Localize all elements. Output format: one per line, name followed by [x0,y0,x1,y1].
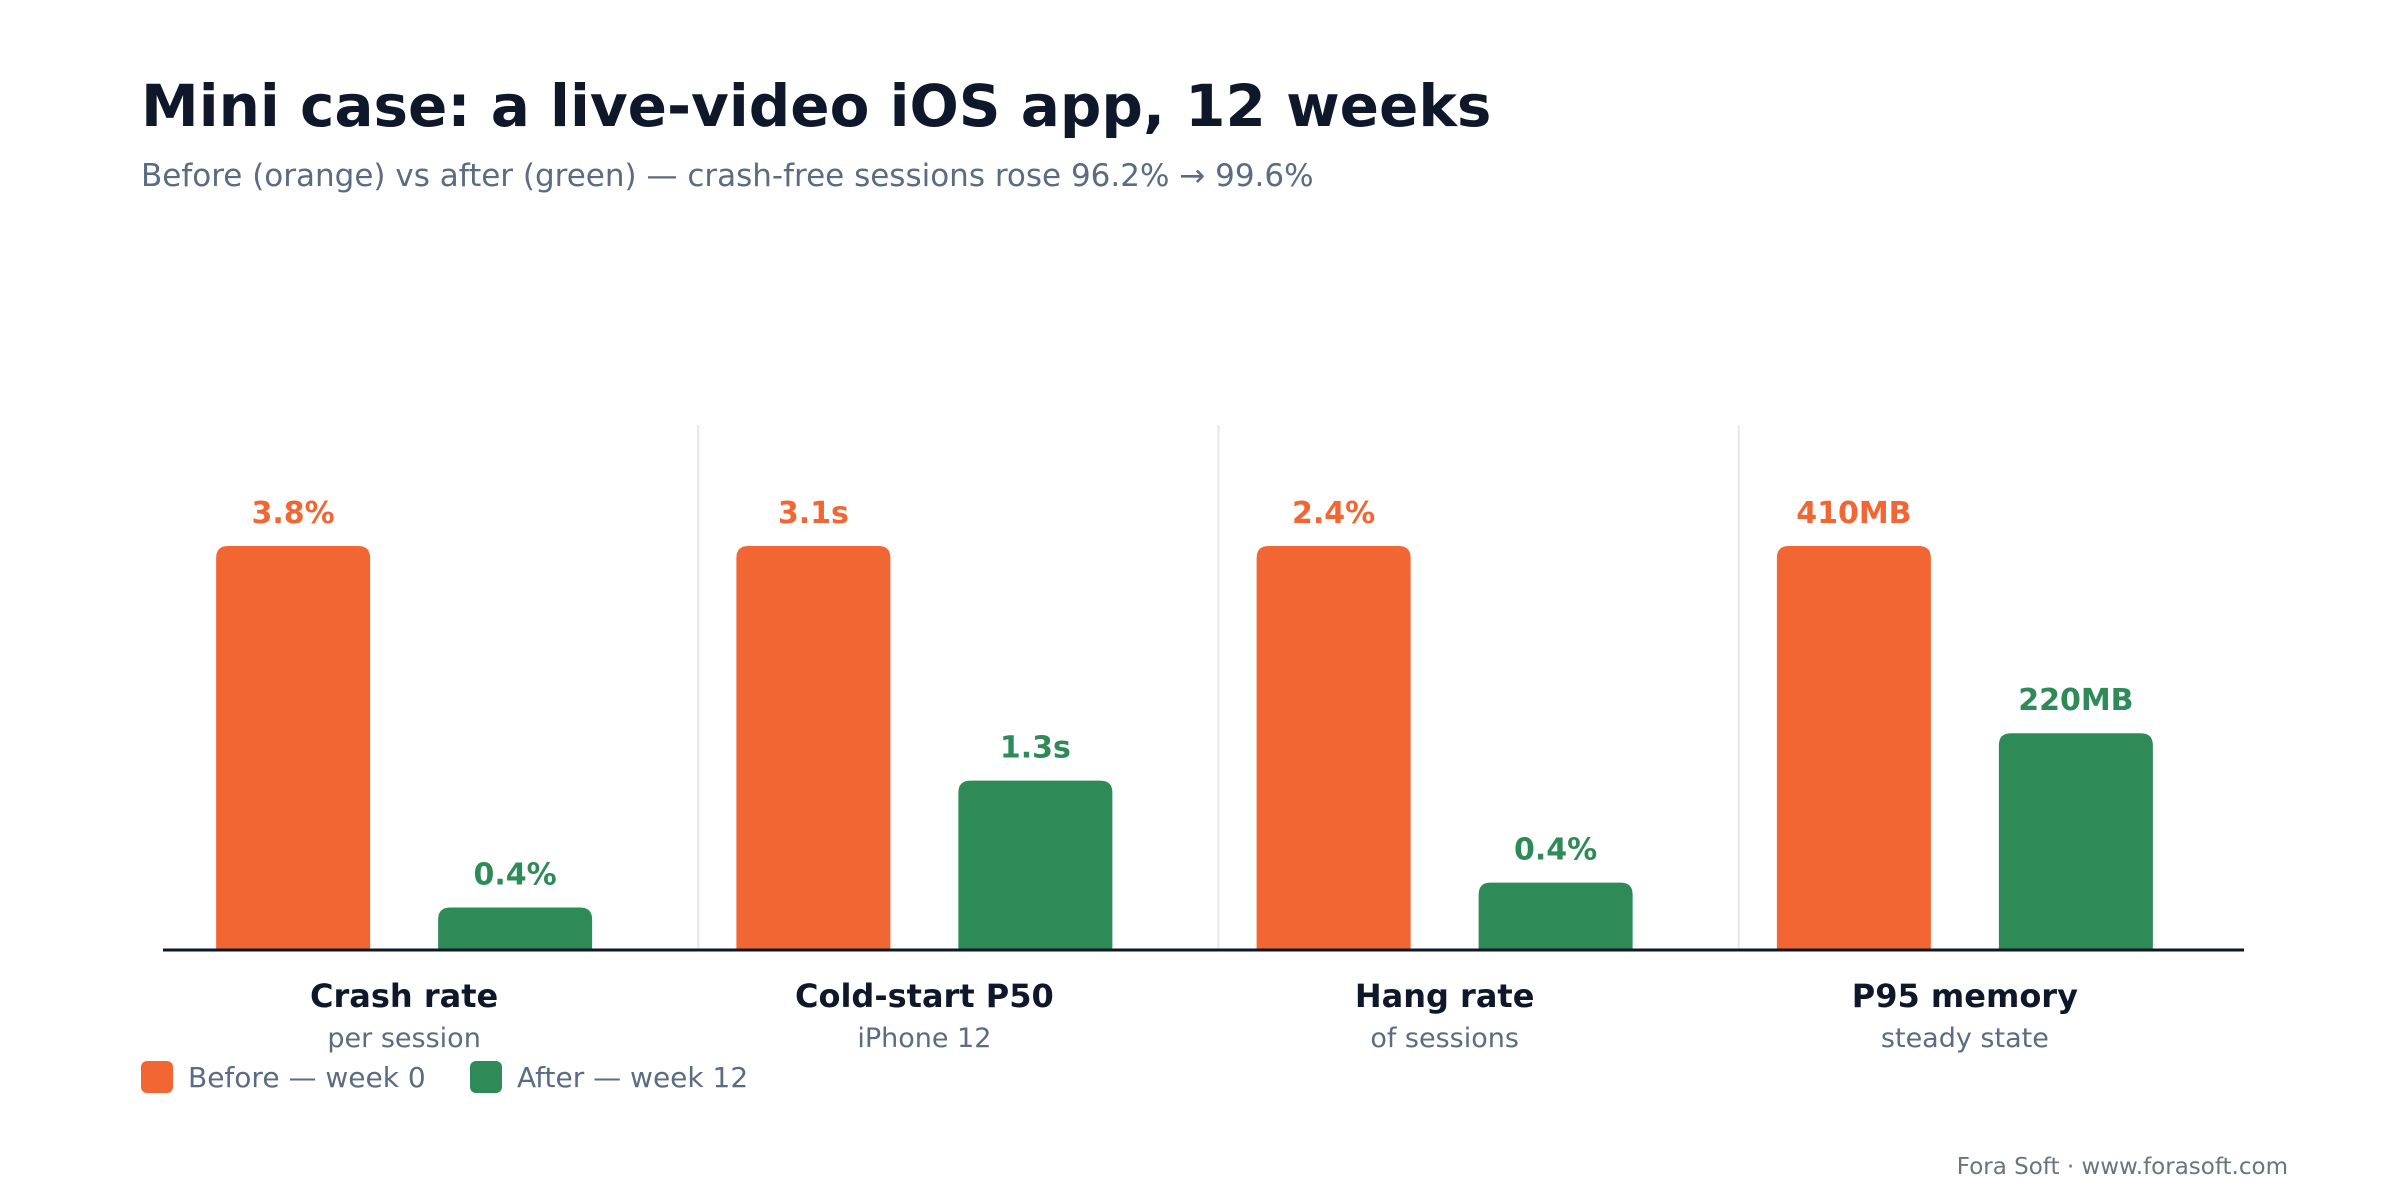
chart-subtitle: Before (orange) vs after (green) — crash… [141,158,1314,194]
data-label: 1.3s [1000,731,1071,766]
category-label: Crash rate [310,977,498,1015]
data-label: 2.4% [1292,496,1375,531]
category-labels: Crash rate per session Cold-start P50 iPhon… [310,977,2078,1054]
category-sublabel: steady state [1881,1023,2049,1054]
bar-hang-rate-after [1478,882,1633,950]
bar-crash-rate-after [438,907,593,950]
bar-cold-start-p50-after [958,780,1113,950]
chart-title: Mini case: a live-video iOS app, 12 week… [141,72,1491,140]
legend-swatch [141,1061,173,1093]
category-sublabel: per session [327,1023,480,1054]
bar-crash-rate-before [216,546,371,950]
category-label: P95 memory [1852,977,2078,1015]
footer-credit: Fora Soft · www.forasoft.com [1957,1154,2288,1180]
legend: Before — week 0 After — week 12 [141,1061,748,1094]
data-label: 0.4% [474,857,557,892]
legend-label: Before — week 0 [188,1061,426,1094]
data-label: 220MB [2018,683,2133,718]
legend-swatch [470,1061,502,1093]
bars-group: 3.8% 0.4% 3.1s 1.3s 2.4% 0.4% 410MB 220MB [216,496,2153,950]
category-sublabel: iPhone 12 [857,1023,991,1054]
bar-cold-start-p50-before [736,546,891,950]
bar-hang-rate-before [1256,546,1411,950]
data-label: 3.8% [252,496,335,531]
data-label: 3.1s [778,496,849,531]
category-label: Hang rate [1355,977,1535,1015]
bar-p95-memory-before [1776,546,1931,950]
bar-p95-memory-after [1998,733,2153,950]
legend-label: After — week 12 [517,1061,748,1094]
category-label: Cold-start P50 [795,977,1054,1015]
category-sublabel: of sessions [1370,1023,1519,1054]
data-label: 0.4% [1514,833,1597,868]
category-dividers [697,425,1740,950]
data-label: 410MB [1796,496,1911,531]
